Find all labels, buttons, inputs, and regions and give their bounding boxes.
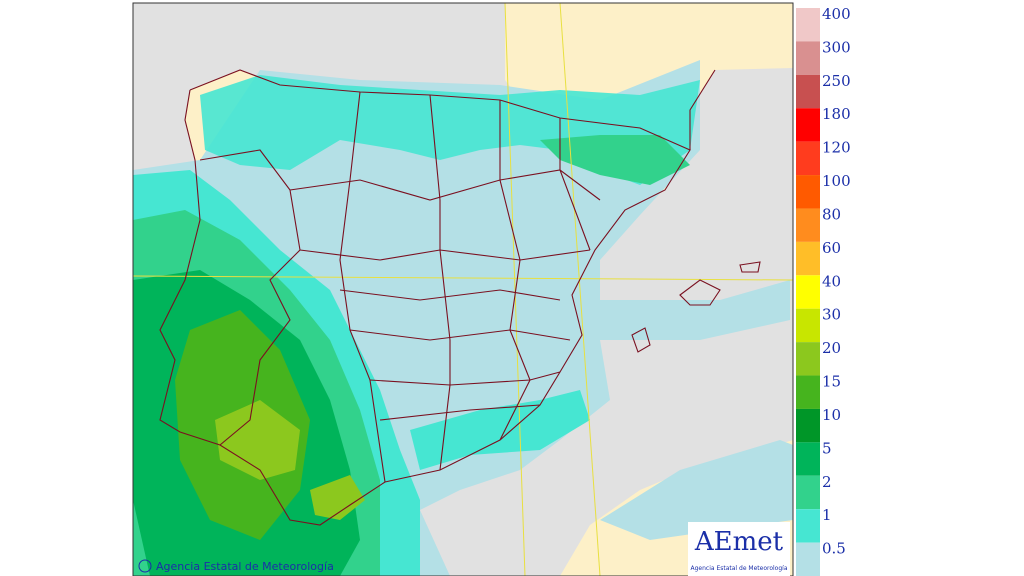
legend-label: 180 xyxy=(822,105,851,123)
legend-swatch xyxy=(796,375,820,409)
legend-label: 400 xyxy=(822,5,851,23)
legend-swatch xyxy=(796,342,820,376)
legend-label: 250 xyxy=(822,72,851,90)
legend-swatch xyxy=(796,475,820,510)
legend-swatch xyxy=(796,108,820,142)
legend: 400 300 250 180 120 100 80 60 40 30 20 15 10 5 2 1 0.5 xyxy=(796,5,851,576)
legend-label: 15 xyxy=(822,373,841,391)
legend-swatch xyxy=(796,308,820,343)
legend-label: 120 xyxy=(822,139,851,157)
legend-label: 60 xyxy=(822,239,841,257)
legend-label: 100 xyxy=(822,172,851,190)
legend-swatch xyxy=(796,175,820,209)
legend-swatch xyxy=(796,275,820,309)
legend-swatch xyxy=(796,141,820,176)
legend-swatch xyxy=(796,41,820,75)
legend-label: 0.5 xyxy=(822,540,846,558)
legend-label: 5 xyxy=(822,439,832,457)
legend-label: 20 xyxy=(822,339,841,357)
copyright-sign xyxy=(138,559,152,573)
legend-label: 30 xyxy=(822,306,841,324)
west-rain-20 xyxy=(215,400,300,480)
east-rain xyxy=(540,135,690,185)
legend-label: 2 xyxy=(822,473,832,491)
legend-label: 80 xyxy=(822,205,841,223)
legend-label: 300 xyxy=(822,38,851,56)
borders xyxy=(159,69,761,526)
graticule xyxy=(504,2,526,576)
legend-swatch xyxy=(796,509,820,543)
legend-swatch xyxy=(796,408,820,443)
credit: Agencia Estatal de Meteorología xyxy=(156,560,334,573)
graticule xyxy=(132,275,794,281)
legend-swatch xyxy=(796,542,820,576)
legend-swatch xyxy=(796,8,820,42)
legend-swatch xyxy=(796,442,820,476)
legend-swatch xyxy=(796,241,820,276)
legend-swatch xyxy=(796,208,820,242)
logo-subtitle: Agencia Estatal de Meteorología xyxy=(691,565,788,572)
light-rain-africa xyxy=(600,440,793,540)
legend-label: 10 xyxy=(822,406,841,424)
logo-box xyxy=(688,522,790,576)
south-rain-20 xyxy=(310,475,365,520)
map-frame xyxy=(132,2,794,576)
south-rain xyxy=(410,390,590,470)
graticule xyxy=(559,2,601,576)
legend-label: 1 xyxy=(822,506,832,524)
logo-name: AEmet xyxy=(694,527,784,557)
map: Agencia Estatal de Meteorología AEmet Ag… xyxy=(132,2,794,576)
legend-label: 40 xyxy=(822,272,841,290)
legend-swatch xyxy=(796,74,820,109)
